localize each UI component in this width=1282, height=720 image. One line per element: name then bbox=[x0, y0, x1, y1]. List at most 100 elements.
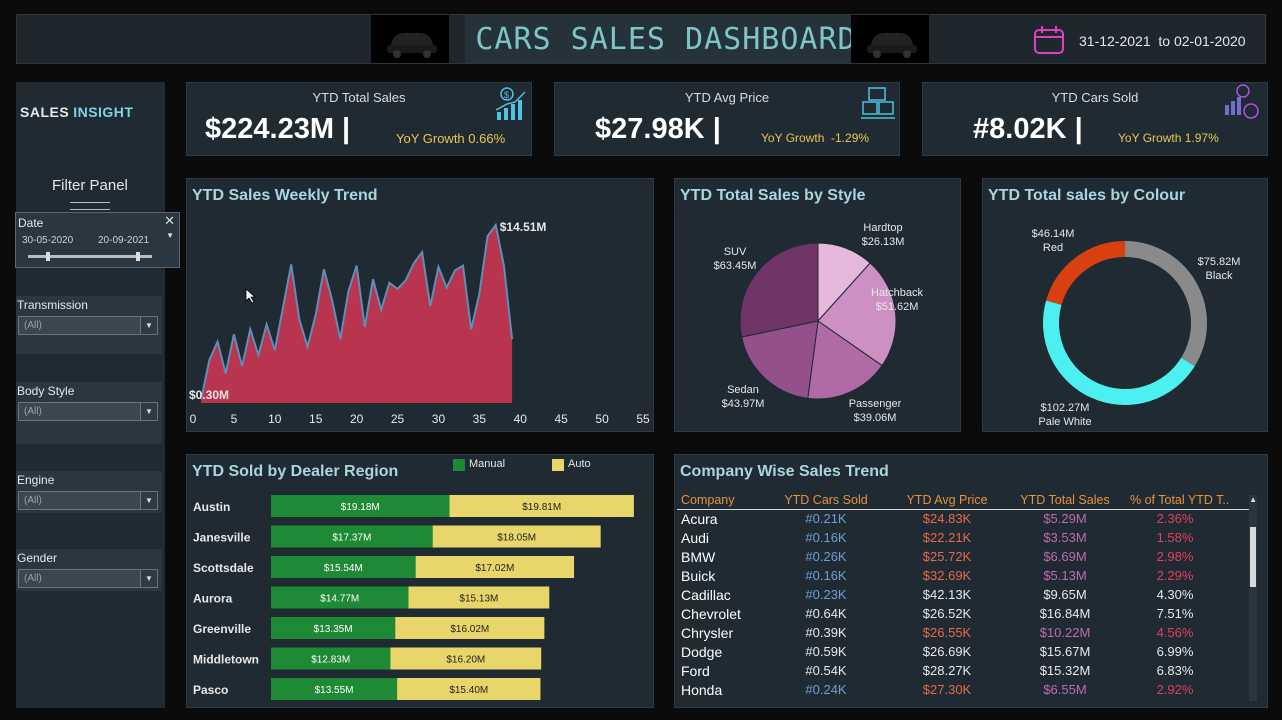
auto-bar[interactable] bbox=[395, 617, 545, 639]
slice-label: Hatchback bbox=[871, 287, 923, 299]
transmission-filter: Transmission (All) ▼ bbox=[16, 296, 162, 354]
auto-bar[interactable] bbox=[432, 525, 601, 548]
style-pie-chart[interactable]: Hardtop $26.13M Hatchback $51.62M Passenger $… bbox=[675, 179, 960, 431]
auto-bar[interactable] bbox=[415, 556, 575, 578]
table-cell: Acura bbox=[681, 511, 718, 527]
x-tick-label: 5 bbox=[231, 412, 238, 426]
region-label: Austin bbox=[193, 500, 230, 514]
manual-bar[interactable] bbox=[271, 525, 433, 548]
transmission-select[interactable]: (All) ▼ bbox=[18, 316, 158, 335]
colour-donut-chart[interactable]: $46.14M Red $75.82M Black $102.27M Pale White bbox=[983, 179, 1267, 431]
column-header[interactable]: YTD Total Sales bbox=[1020, 493, 1110, 507]
slider-end-handle[interactable] bbox=[136, 252, 140, 261]
dealer-bar-chart[interactable]: Austin $19.18M $19.81M Janesville $17.37M $18… bbox=[187, 455, 653, 707]
donut-slice-black[interactable] bbox=[1124, 241, 1207, 367]
table-cell: 6.83% bbox=[1156, 663, 1194, 678]
column-header[interactable]: % of Total YTD T.. bbox=[1130, 493, 1230, 507]
brand-title: SALES INSIGHT bbox=[20, 104, 134, 120]
drag-handle[interactable] bbox=[70, 202, 110, 210]
x-tick-label: 50 bbox=[595, 412, 609, 426]
chevron-down-icon[interactable]: ▼ bbox=[166, 231, 174, 240]
min-label: $0.30M bbox=[189, 388, 229, 402]
pie-slice-hatchback[interactable] bbox=[817, 262, 897, 367]
table-cell: Dodge bbox=[681, 644, 723, 660]
kpi-value: #8.02K | bbox=[973, 113, 1083, 145]
column-header[interactable]: YTD Avg Price bbox=[906, 493, 988, 507]
date-filter[interactable]: Date 30-05-2020 20-09-2021 ✕ ▼ bbox=[15, 212, 180, 268]
manual-bar[interactable] bbox=[271, 495, 450, 517]
table-cell: #0.59K bbox=[805, 644, 847, 659]
slice-label: Hardtop bbox=[863, 222, 902, 234]
chevron-down-icon[interactable]: ▼ bbox=[140, 570, 157, 587]
slice-label: Black bbox=[1206, 270, 1233, 282]
slider-start-handle[interactable] bbox=[46, 252, 50, 261]
table-cell: $6.55M bbox=[1043, 682, 1087, 697]
engine-filter: Engine (All) ▼ bbox=[16, 471, 162, 513]
auto-bar[interactable] bbox=[390, 647, 542, 670]
table-cell: $42.13K bbox=[922, 587, 972, 602]
manual-bar[interactable] bbox=[271, 678, 398, 700]
column-header[interactable]: Company bbox=[681, 493, 735, 507]
table-cell: Buick bbox=[681, 568, 716, 584]
table-cell: $5.13M bbox=[1043, 568, 1087, 583]
table-cell: $10.22M bbox=[1039, 625, 1091, 640]
weekly-trend-card: YTD Sales Weekly Trend 0 5 10 15 20 25 30 35 40 4… bbox=[186, 178, 654, 432]
chevron-down-icon[interactable]: ▼ bbox=[140, 403, 157, 420]
table-cell: $24.83K bbox=[922, 511, 972, 526]
auto-bar[interactable] bbox=[397, 678, 541, 700]
max-label: $14.51M bbox=[500, 220, 547, 234]
engine-select[interactable]: (All) ▼ bbox=[18, 491, 158, 510]
x-tick-label: 20 bbox=[350, 412, 364, 426]
table-cell: Ford bbox=[681, 663, 710, 679]
table-cell: $5.29M bbox=[1043, 511, 1087, 526]
column-header[interactable]: YTD Cars Sold bbox=[784, 493, 868, 507]
table-cell: $26.55K bbox=[922, 625, 972, 640]
table-scrollbar[interactable] bbox=[1249, 495, 1257, 701]
table-cell: #0.16K bbox=[805, 568, 847, 583]
body-style-select[interactable]: (All) ▼ bbox=[18, 402, 158, 421]
area-series[interactable] bbox=[201, 225, 513, 403]
slice-value: $51.62M bbox=[876, 301, 919, 313]
auto-bar[interactable] bbox=[408, 586, 550, 609]
kpi-total-sales: YTD Total Sales $224.23M | YoY Growth 0.… bbox=[186, 82, 532, 156]
weekly-trend-chart[interactable]: 0 5 10 15 20 25 30 35 40 45 50 55 $14.51M $0.30M bbox=[187, 179, 653, 431]
kpi-value: $27.98K | bbox=[595, 113, 721, 145]
close-icon[interactable]: ✕ bbox=[164, 213, 175, 228]
auto-bar[interactable] bbox=[449, 495, 634, 517]
body-style-filter: Body Style (All) ▼ bbox=[16, 382, 162, 444]
gender-select[interactable]: (All) ▼ bbox=[18, 569, 158, 588]
table-cell: $28.27K bbox=[922, 663, 972, 678]
region-label: Scottsdale bbox=[193, 561, 254, 575]
table-cell: 1.58% bbox=[1156, 530, 1194, 545]
region-label: Pasco bbox=[193, 683, 228, 697]
table-cell: #0.64K bbox=[805, 606, 847, 621]
donut-slice-pale-white[interactable] bbox=[1043, 300, 1195, 405]
date-slider[interactable] bbox=[28, 252, 152, 261]
kpi-title: YTD Avg Price bbox=[684, 90, 770, 105]
region-label: Aurora bbox=[193, 592, 233, 606]
auto-value: $19.81M bbox=[522, 502, 561, 513]
x-tick-label: 0 bbox=[190, 412, 197, 426]
car-icon bbox=[851, 15, 929, 63]
scrollbar-thumb[interactable] bbox=[1250, 527, 1256, 587]
dashboard-title: CARS SALES DASHBOARD bbox=[465, 15, 867, 63]
style-title: YTD Total Sales by Style bbox=[680, 187, 866, 204]
manual-bar[interactable] bbox=[271, 617, 396, 639]
manual-bar[interactable] bbox=[271, 586, 409, 609]
pie-slice-suv[interactable] bbox=[739, 242, 819, 338]
company-card: Company Wise Sales Trend Company YTD Cars… bbox=[674, 454, 1268, 708]
legend-auto: Auto bbox=[568, 458, 591, 470]
pie-slice-sedan[interactable] bbox=[741, 320, 819, 399]
table-cell: 7.51% bbox=[1156, 606, 1194, 621]
slice-label: Sedan bbox=[727, 384, 759, 396]
table-cell: #0.54K bbox=[805, 663, 847, 678]
chevron-down-icon[interactable]: ▼ bbox=[140, 317, 157, 334]
donut-slice-red[interactable] bbox=[1046, 241, 1126, 306]
pie-slice-passenger[interactable] bbox=[807, 320, 883, 400]
chevron-down-icon[interactable]: ▼ bbox=[140, 492, 157, 509]
manual-bar[interactable] bbox=[271, 556, 416, 578]
table-cell: Honda bbox=[681, 682, 723, 698]
date-to: 20-09-2021 bbox=[98, 235, 150, 246]
scroll-up-icon[interactable]: ▲ bbox=[1249, 495, 1257, 504]
manual-bar[interactable] bbox=[271, 647, 391, 670]
